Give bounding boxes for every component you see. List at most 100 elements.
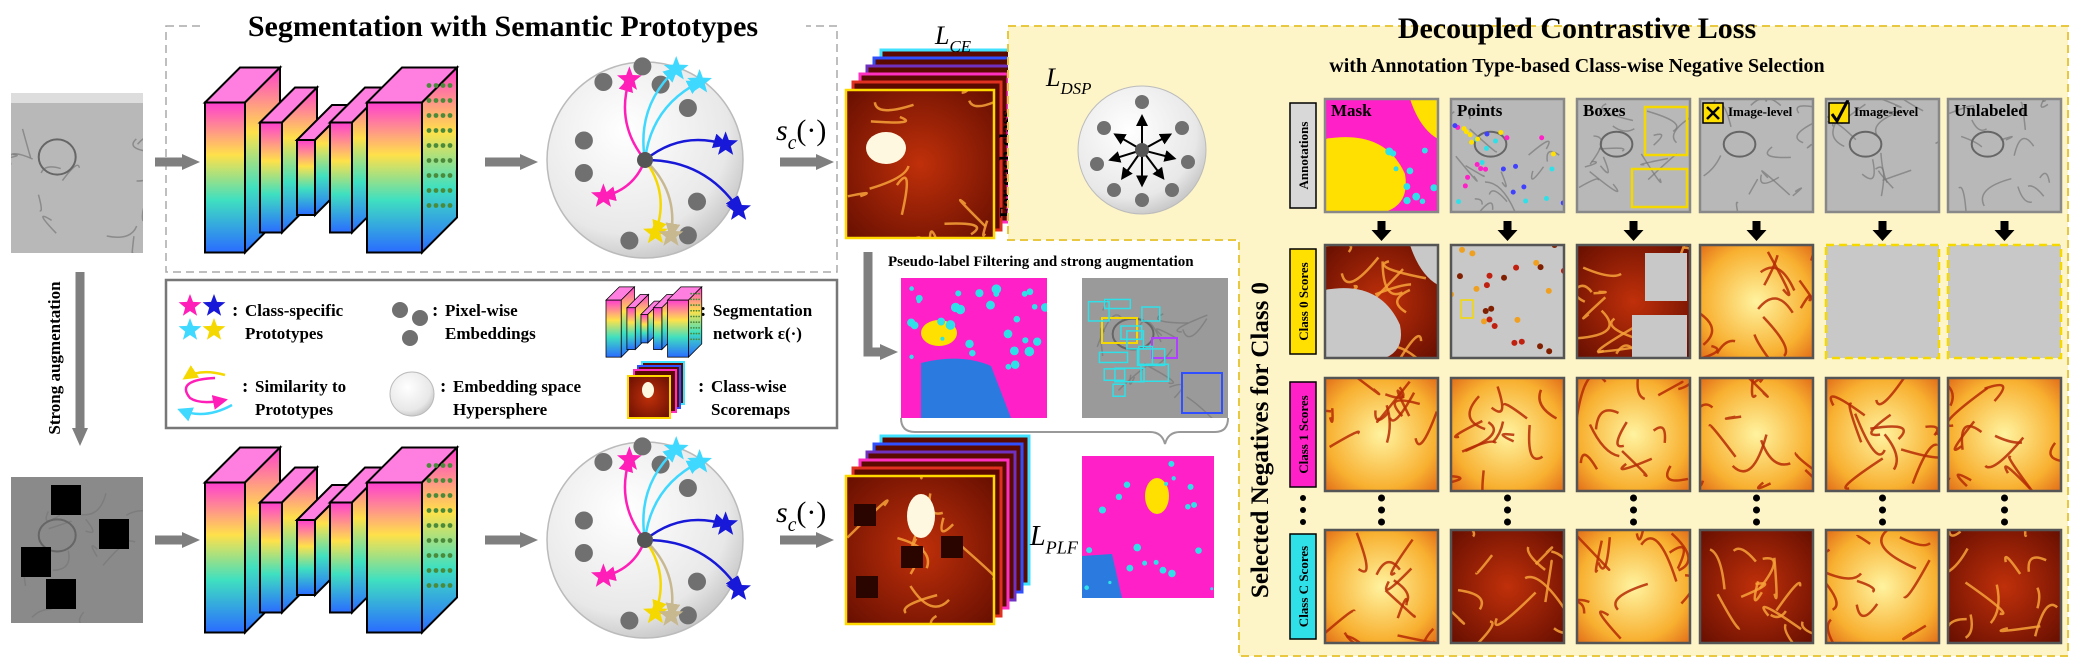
score-texture xyxy=(1501,432,1515,443)
network-dot xyxy=(692,326,695,329)
network-dot xyxy=(695,304,698,307)
mask-spot xyxy=(975,289,984,298)
em-texture xyxy=(1599,156,1609,174)
mask-spot xyxy=(1126,564,1134,572)
score-texture xyxy=(1524,575,1564,609)
mask-spot xyxy=(937,317,946,326)
mask-spot xyxy=(969,349,976,357)
dsp-embedding xyxy=(1175,121,1189,135)
pixel-embedding xyxy=(678,226,697,245)
box-annotation xyxy=(1126,330,1145,350)
em-texture xyxy=(1484,181,1516,212)
mask-spot xyxy=(1084,585,1089,590)
thumbnail xyxy=(1451,245,1564,358)
score-background xyxy=(1826,378,1939,491)
thumbnail xyxy=(1948,530,2061,643)
em-texture xyxy=(11,153,33,165)
point-annotation xyxy=(1475,136,1481,142)
ellipsis-dot xyxy=(2001,506,2008,514)
column-header: Boxes xyxy=(1583,101,1626,120)
network-block-front xyxy=(296,139,316,216)
legend-box xyxy=(164,278,839,430)
point-annotation xyxy=(1493,138,1499,144)
math-symbol: s xyxy=(776,496,788,529)
point-score xyxy=(1511,339,1518,346)
network-dot xyxy=(440,83,446,88)
point-score xyxy=(1513,264,1520,271)
score-texture xyxy=(870,115,908,124)
em-texture xyxy=(132,138,143,152)
thumbnail xyxy=(1826,378,1939,491)
em-texture xyxy=(1584,160,1598,168)
thumbnail-frame xyxy=(1946,528,2063,645)
thumbnail xyxy=(1082,456,1214,598)
thumbnail xyxy=(1082,278,1228,418)
network-dot xyxy=(433,478,439,483)
network-dot xyxy=(433,143,439,148)
score-texture xyxy=(1544,559,1553,603)
em-texture xyxy=(1186,396,1213,418)
network-dot xyxy=(426,83,432,88)
prototype-star xyxy=(617,66,642,90)
network-dot xyxy=(690,321,693,324)
network-dot xyxy=(440,583,446,588)
em-texture xyxy=(40,166,61,174)
network-dot xyxy=(433,523,439,528)
thumbnail-frame xyxy=(1824,243,1941,360)
similarity-arrow xyxy=(644,158,741,212)
point-score xyxy=(1456,273,1463,280)
score-texture xyxy=(1582,266,1622,278)
row-label-box xyxy=(1289,102,1317,209)
flow-arrow xyxy=(485,154,538,170)
point-score xyxy=(1546,348,1553,355)
cutout-square xyxy=(99,519,129,549)
em-texture xyxy=(2020,101,2027,131)
excluded-region xyxy=(1645,253,1687,301)
dsp-embedding xyxy=(1165,183,1179,197)
score-texture xyxy=(1598,610,1622,640)
em-texture xyxy=(1155,328,1177,339)
score-texture xyxy=(1328,408,1334,424)
score-texture xyxy=(1355,532,1368,573)
score-texture xyxy=(1476,620,1494,643)
legend-separator: : xyxy=(242,376,248,397)
similarity-arrow xyxy=(644,538,741,592)
cutout-square xyxy=(854,504,876,526)
math-symbol: L xyxy=(934,21,949,50)
mask-spot xyxy=(1010,360,1020,369)
em-texture xyxy=(1468,107,1484,120)
em-texture xyxy=(1469,128,1498,153)
score-texture xyxy=(961,90,970,95)
network-dot xyxy=(447,568,453,573)
network-dot xyxy=(433,158,439,163)
network-block-front xyxy=(366,101,423,254)
em-texture xyxy=(1500,171,1507,188)
em-texture xyxy=(1182,318,1208,338)
score-texture xyxy=(1375,560,1401,576)
mask-spot xyxy=(1098,506,1106,514)
pixel-embedding xyxy=(574,164,593,182)
row-label-box xyxy=(1289,381,1317,488)
score-background xyxy=(1325,530,1438,643)
image-edge xyxy=(11,93,143,103)
mask-spot xyxy=(916,299,921,304)
legend-embedding xyxy=(402,330,418,346)
em-texture xyxy=(1806,142,1813,149)
box-annotation xyxy=(1136,348,1166,367)
network-dot xyxy=(433,128,439,133)
point-annotation xyxy=(1523,198,1529,204)
score-texture xyxy=(1901,624,1927,641)
network-dot xyxy=(690,326,693,329)
network-dot xyxy=(690,332,693,335)
mask-spot xyxy=(950,302,961,313)
network-dot xyxy=(440,173,446,178)
point-score xyxy=(1482,308,1489,315)
network-dot xyxy=(447,98,453,103)
row-label-box xyxy=(1289,533,1317,640)
mask-spot xyxy=(1403,196,1411,205)
network-dot xyxy=(695,309,698,312)
box-annotation xyxy=(1643,105,1689,157)
em-texture xyxy=(2042,99,2047,102)
mask-spot xyxy=(1389,150,1397,157)
score-texture xyxy=(1964,614,1974,639)
